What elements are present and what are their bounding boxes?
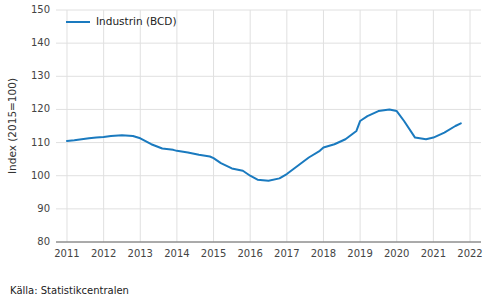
y-tick-label: 90 [37, 203, 50, 214]
x-axis-line [56, 242, 481, 243]
axes: 80 90 100 110 120 130 140 150 2011 2012 2013 2014 20… [31, 4, 483, 259]
legend-label: Industrin (BCD) [96, 15, 177, 27]
x-grid-line [396, 10, 397, 242]
y-grid-line [56, 242, 481, 243]
y-grid-line [56, 175, 481, 176]
x-grid-line [66, 10, 67, 242]
x-grid-line [360, 10, 361, 242]
y-grid-line [56, 142, 481, 143]
x-grid-line [213, 10, 214, 242]
y-tick-label: 150 [31, 4, 50, 15]
x-tick-label: 2011 [54, 248, 79, 259]
x-grid-line [286, 10, 287, 242]
legend-swatch [66, 21, 90, 23]
x-grid-line [140, 10, 141, 242]
x-grid-line [103, 10, 104, 242]
x-tick-label: 2016 [237, 248, 262, 259]
x-grid-line [323, 10, 324, 242]
x-tick-label: 2018 [311, 248, 336, 259]
plot-area [67, 109, 461, 180]
y-tick-label: 110 [31, 137, 50, 148]
y-grid-line [56, 208, 481, 209]
y-grid-line [56, 76, 481, 77]
y-grid-line [56, 10, 481, 11]
x-grid-line [433, 10, 434, 242]
x-tick-label: 2013 [128, 248, 153, 259]
x-grid-line [250, 10, 251, 242]
x-grid-line [470, 10, 471, 242]
x-grid-line [176, 10, 177, 242]
x-tick-label: 2020 [384, 248, 409, 259]
x-tick-label: 2017 [274, 248, 299, 259]
x-tick-label: 2014 [164, 248, 189, 259]
x-tick-label: 2022 [457, 248, 482, 259]
x-tick-label: 2015 [201, 248, 226, 259]
caption: Källa: Statistikcentralen [10, 285, 129, 296]
y-axis-label: Index (2015=100) [6, 78, 18, 174]
y-grid-line [56, 43, 481, 44]
y-grid-line [56, 109, 481, 110]
x-tick-label: 2019 [347, 248, 372, 259]
x-tick-label: 2012 [91, 248, 116, 259]
y-tick-label: 130 [31, 70, 50, 81]
x-tick-label: 2021 [421, 248, 446, 259]
y-tick-label: 80 [37, 236, 50, 247]
line [67, 109, 461, 180]
chart: 80 90 100 110 120 130 140 150 2011 2012 2013 2014 20… [0, 0, 493, 304]
y-tick-label: 140 [31, 37, 50, 48]
y-tick-label: 120 [31, 103, 50, 114]
y-tick-label: 100 [31, 170, 50, 181]
grid [56, 10, 481, 242]
legend: Industrin (BCD) [66, 15, 177, 27]
